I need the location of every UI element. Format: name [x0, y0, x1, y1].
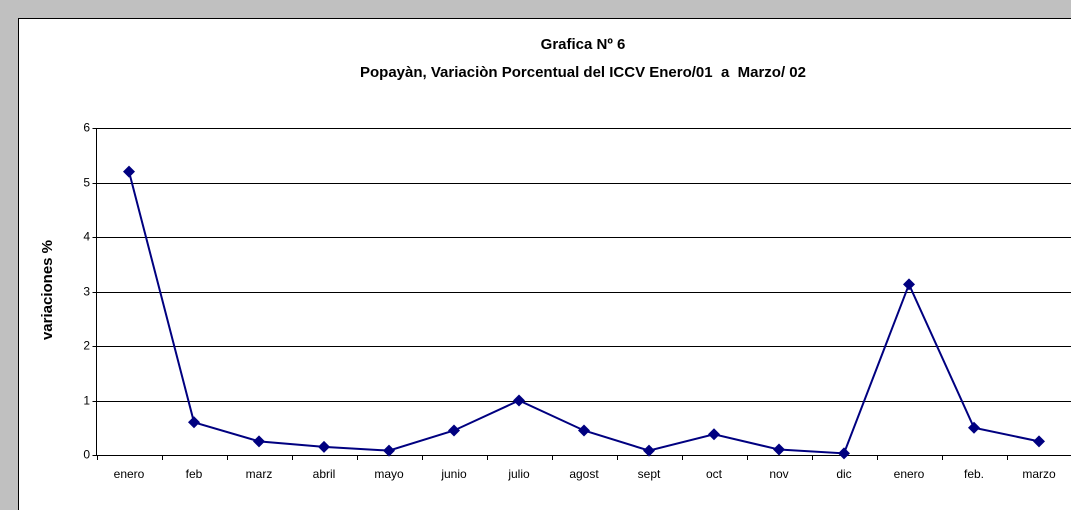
- marker: [383, 444, 395, 457]
- marker: [643, 444, 655, 457]
- marker: [903, 278, 915, 291]
- marker: [968, 421, 980, 434]
- y-tick-label: 0: [83, 448, 90, 462]
- marker: [578, 424, 590, 437]
- x-tick-label: enero: [894, 467, 925, 481]
- marker: [448, 424, 460, 437]
- x-tick-label: feb.: [964, 467, 984, 481]
- marker: [188, 416, 200, 429]
- marker: [513, 394, 525, 407]
- y-tick-label: 6: [83, 121, 90, 135]
- x-tick-label: marz: [246, 467, 273, 481]
- chart-subtitle: Popayàn, Variaciòn Porcentual del ICCV E…: [360, 64, 806, 81]
- chart-area: [18, 18, 1071, 510]
- marker: [773, 443, 785, 456]
- y-tick-label: 3: [83, 285, 90, 299]
- y-tick-label: 4: [83, 230, 90, 244]
- x-tick-label: oct: [706, 467, 723, 481]
- y-tick-label: 2: [83, 339, 90, 353]
- chart-title: Grafica Nº 6: [541, 36, 626, 53]
- x-tick-label: marzo: [1022, 467, 1056, 481]
- x-tick-label: sept: [638, 467, 661, 481]
- x-tick-label: mayo: [374, 467, 404, 481]
- x-tick-label: abril: [313, 467, 336, 481]
- y-axis-label: variaciones %: [39, 240, 56, 340]
- marker: [1033, 435, 1045, 448]
- marker: [708, 428, 720, 441]
- x-tick-label: junio: [440, 467, 467, 481]
- marker: [123, 165, 135, 178]
- x-tick-label: nov: [769, 467, 788, 481]
- y-tick-label: 1: [83, 394, 90, 408]
- x-tick-label: julio: [507, 467, 530, 481]
- x-tick-label: enero: [114, 467, 145, 481]
- marker: [838, 447, 850, 460]
- y-tick-label: 5: [83, 176, 90, 190]
- x-tick-label: feb: [186, 467, 203, 481]
- marker: [318, 440, 330, 453]
- x-tick-label: dic: [836, 467, 851, 481]
- x-tick-label: agost: [569, 467, 599, 481]
- marker: [253, 435, 265, 448]
